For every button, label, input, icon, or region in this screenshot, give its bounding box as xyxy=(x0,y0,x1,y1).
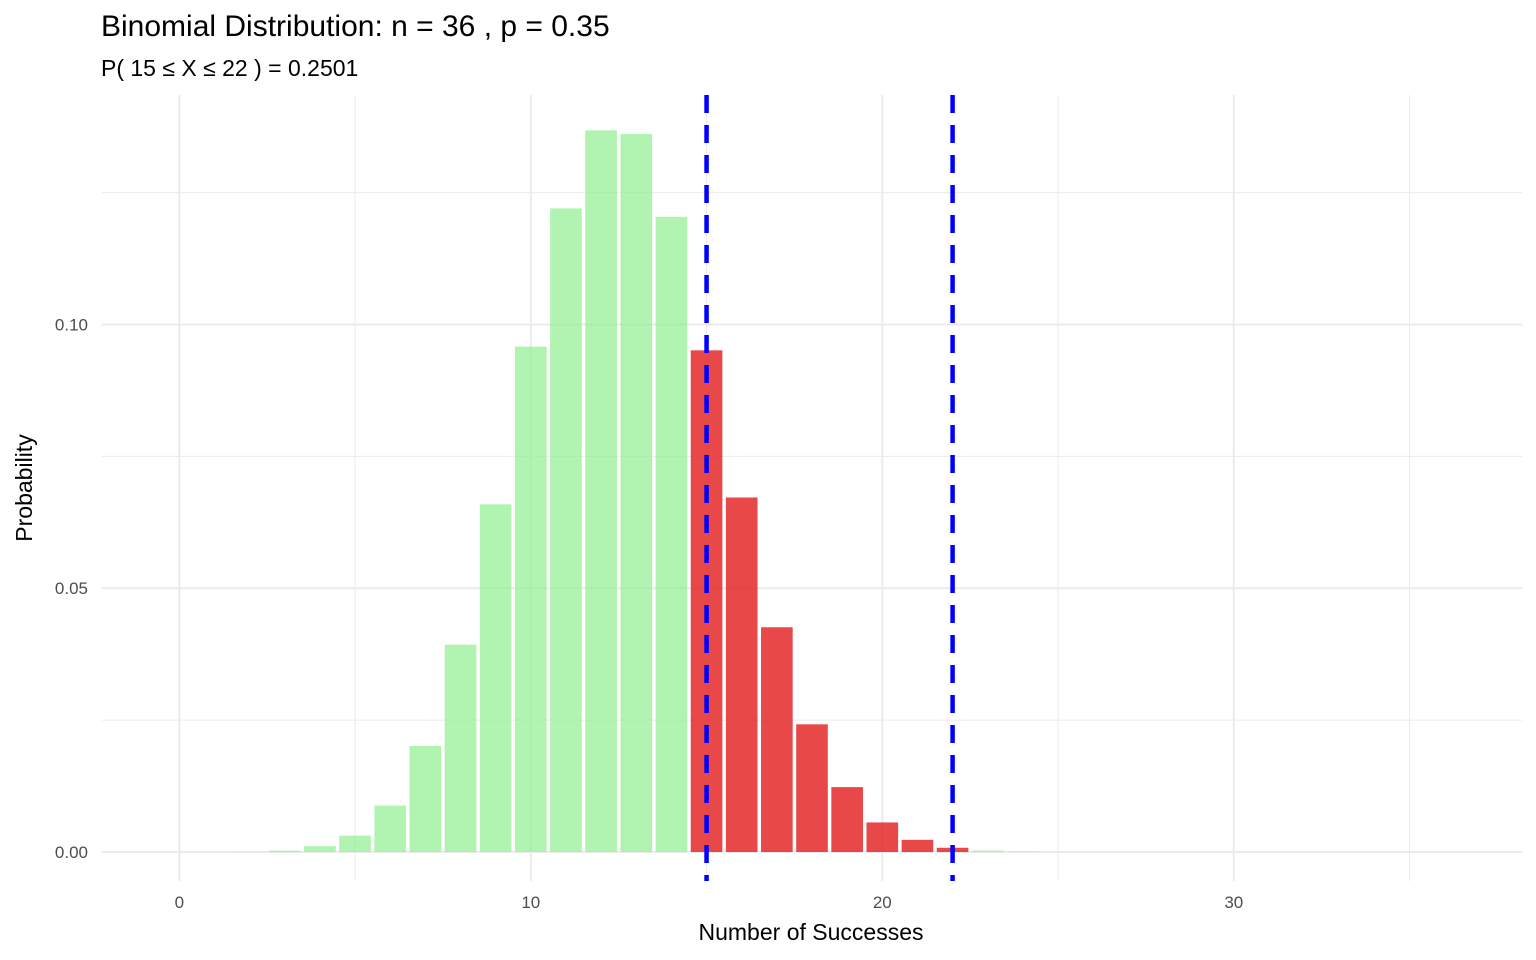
bar-7 xyxy=(409,745,442,852)
bar-3 xyxy=(268,850,301,852)
x-tick-label: 0 xyxy=(175,893,184,912)
range-lines xyxy=(704,95,955,881)
bar-17 xyxy=(761,627,793,852)
x-axis-title: Number of Successes xyxy=(699,919,924,945)
bar-5 xyxy=(339,835,371,852)
bar-11 xyxy=(550,208,582,852)
x-tick-label: 30 xyxy=(1224,893,1243,912)
y-tick-label: 0.05 xyxy=(55,579,88,598)
bar-9 xyxy=(479,504,512,852)
x-tick-label: 20 xyxy=(873,893,892,912)
bar-20 xyxy=(866,822,899,852)
bar-10 xyxy=(514,346,547,852)
bar-18 xyxy=(796,724,828,852)
chart-title: Binomial Distribution: n = 36 , p = 0.35 xyxy=(101,10,610,43)
bar-8 xyxy=(444,644,477,852)
bar-12 xyxy=(585,130,617,852)
bar-23 xyxy=(971,850,1004,852)
bar-4 xyxy=(304,846,336,852)
chart-subtitle: P( 15 ≤ X ≤ 22 ) = 0.2501 xyxy=(101,55,358,81)
bars xyxy=(163,130,1180,852)
bar-16 xyxy=(725,497,758,852)
grid-major xyxy=(102,95,1522,881)
y-axis-title: Probability xyxy=(11,434,37,542)
bar-13 xyxy=(620,134,653,852)
x-axis-ticks: 0 10 20 30 xyxy=(175,893,1244,912)
y-tick-label: 0.00 xyxy=(55,843,88,862)
y-axis-ticks: 0.00 0.05 0.10 xyxy=(55,315,88,862)
bar-19 xyxy=(831,787,863,852)
x-tick-label: 10 xyxy=(521,893,540,912)
bar-6 xyxy=(374,805,407,852)
bar-21 xyxy=(901,839,934,852)
bar-14 xyxy=(655,216,688,852)
y-tick-label: 0.10 xyxy=(55,315,88,334)
